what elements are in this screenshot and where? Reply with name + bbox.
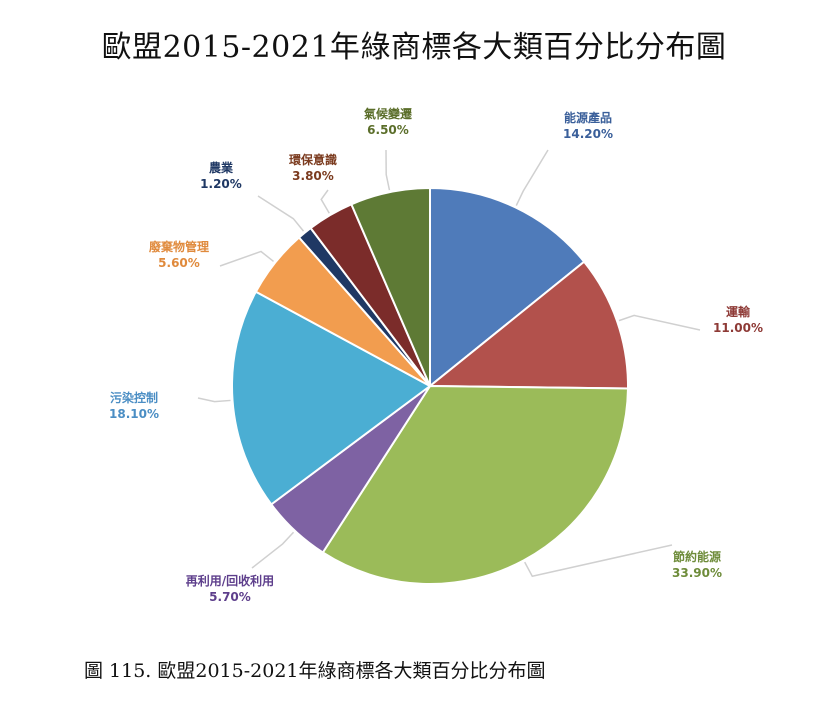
leader-line-7 xyxy=(257,195,305,232)
leader-line-8 xyxy=(320,189,330,214)
leader-line-5 xyxy=(197,397,231,403)
slice-name-label: 運輸 xyxy=(726,304,751,319)
slice-value-label: 11.00% xyxy=(713,321,763,335)
pie-slice-2 xyxy=(427,260,629,390)
slice-name-label: 農業 xyxy=(209,160,234,175)
leader-line-1 xyxy=(515,149,549,206)
leader-line-3 xyxy=(524,544,673,578)
slice-name-label: 能源產品 xyxy=(564,110,612,125)
leader-line-9 xyxy=(385,149,391,191)
slice-name-label: 廢棄物管理 xyxy=(149,239,209,254)
slice-value-label: 3.80% xyxy=(292,169,334,183)
leader-line-4 xyxy=(251,531,295,569)
slice-name-label: 氣候變遷 xyxy=(364,106,412,121)
slice-value-label: 1.20% xyxy=(200,177,242,191)
pie-slice-5 xyxy=(231,290,432,506)
slice-value-label: 5.60% xyxy=(158,256,200,270)
slice-value-label: 5.70% xyxy=(209,590,251,604)
figure-caption: 圖 115. 歐盟2015-2021年綠商標各大類百分比分布圖 xyxy=(84,660,546,682)
slice-name-label: 節約能源 xyxy=(673,549,721,564)
slice-name-label: 污染控制 xyxy=(110,390,158,405)
slice-value-label: 14.20% xyxy=(563,127,613,141)
slice-name-label: 環保意識 xyxy=(289,152,337,167)
pie-slice-1 xyxy=(429,186,586,389)
slice-labels: 能源產品 14.20% 運輸 11.00% 節約能源 33.90% 再利用/回收利用 5.70… xyxy=(109,106,763,604)
leader-line-2 xyxy=(618,314,701,331)
slice-name-label: 再利用/回收利用 xyxy=(186,573,274,588)
slice-value-label: 33.90% xyxy=(672,566,722,580)
chart-title: 歐盟2015-2021年綠商標各大類百分比分布圖 xyxy=(101,30,727,65)
pie-slices xyxy=(231,186,629,585)
leader-lines xyxy=(197,149,701,578)
leader-line-6 xyxy=(219,250,274,267)
slice-value-label: 18.10% xyxy=(109,407,159,421)
pie-slice-9 xyxy=(350,186,431,387)
slice-value-label: 6.50% xyxy=(367,123,409,137)
